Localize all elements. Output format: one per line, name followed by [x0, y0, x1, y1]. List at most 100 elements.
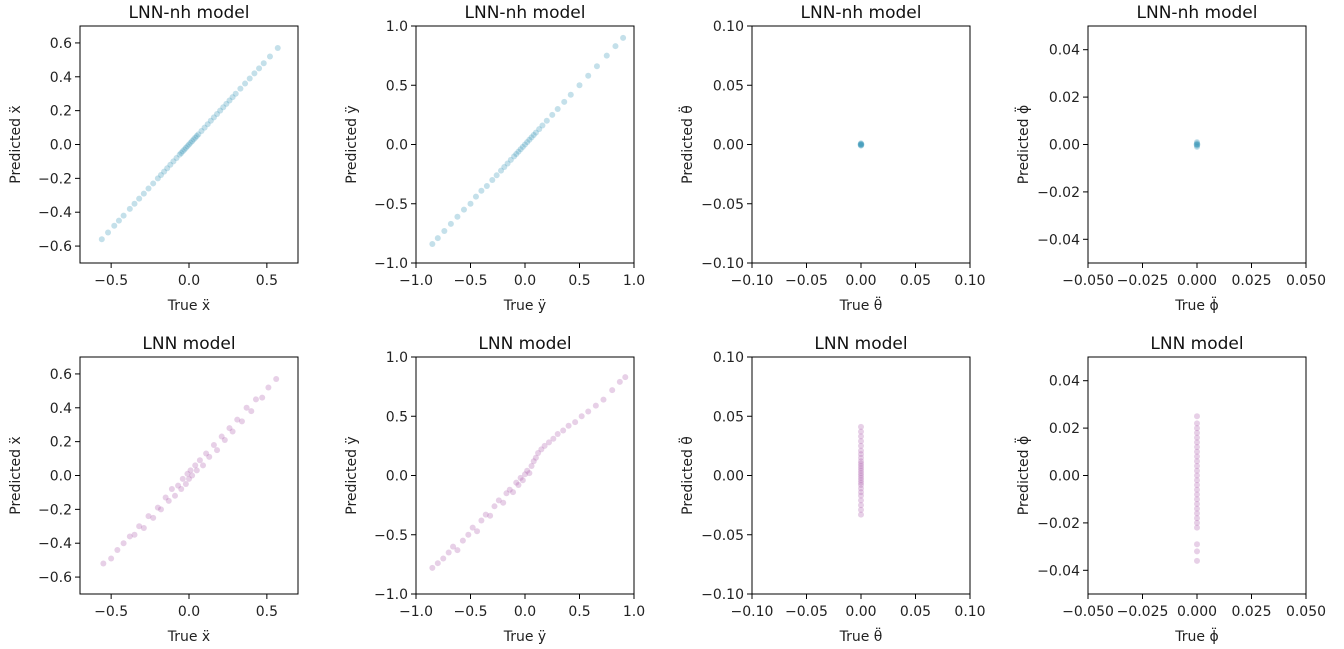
- data-point: [111, 222, 118, 229]
- data-point: [858, 485, 864, 492]
- data-point: [182, 144, 189, 151]
- data-point: [1194, 496, 1200, 503]
- data-point: [203, 450, 210, 457]
- data-point: [524, 467, 531, 474]
- data-point: [171, 492, 178, 499]
- x-tick-label: 0.0: [178, 273, 200, 289]
- y-tick-label: −0.02: [1037, 516, 1080, 532]
- data-point: [120, 540, 127, 547]
- data-point: [858, 465, 864, 472]
- data-point: [232, 90, 239, 97]
- y-tick-label: 0.02: [1049, 90, 1080, 106]
- data-point: [157, 506, 164, 513]
- data-point: [504, 160, 511, 167]
- y-tick-label: 0.4: [50, 401, 72, 417]
- data-point: [429, 564, 436, 571]
- data-point: [454, 213, 461, 220]
- x-tick-label: 0.5: [256, 273, 278, 289]
- data-point: [858, 140, 864, 147]
- data-point: [154, 504, 161, 511]
- data-point: [530, 458, 537, 465]
- data-point: [1194, 491, 1200, 498]
- y-tick-label: −1.0: [374, 587, 408, 603]
- data-point: [131, 200, 138, 207]
- x-axis-label: True ÿ: [503, 629, 546, 645]
- data-point: [858, 454, 864, 461]
- x-tick-label: −0.5: [94, 273, 128, 289]
- data-point: [1194, 143, 1200, 150]
- data-point: [503, 490, 510, 497]
- data-point: [465, 531, 472, 538]
- x-tick-label: −0.10: [731, 604, 774, 620]
- data-point: [237, 85, 244, 92]
- data-point: [507, 156, 514, 163]
- data-point: [221, 436, 228, 443]
- data-point: [576, 82, 583, 89]
- data-point: [1194, 515, 1200, 522]
- y-tick-label: 0.02: [1049, 421, 1080, 437]
- data-point: [168, 486, 175, 493]
- data-point: [460, 206, 467, 213]
- data-point: [858, 142, 864, 149]
- data-point: [858, 479, 864, 486]
- data-point: [858, 470, 864, 477]
- data-point: [440, 555, 447, 562]
- data-point: [560, 427, 567, 434]
- data-point: [578, 413, 585, 420]
- y-tick-label: 0.10: [713, 350, 744, 366]
- data-point: [857, 141, 864, 148]
- data-point: [243, 404, 250, 411]
- y-tick-label: 0.4: [50, 70, 72, 86]
- data-point: [1194, 139, 1200, 146]
- data-point: [474, 528, 481, 535]
- data-point: [858, 423, 864, 430]
- data-point: [1194, 467, 1200, 474]
- panel-title: LNN model: [1150, 334, 1243, 354]
- data-point: [162, 494, 169, 501]
- data-point: [600, 396, 607, 403]
- y-axis-label: Predicted ẍ: [8, 105, 24, 183]
- data-point: [858, 451, 864, 458]
- data-point: [173, 155, 180, 162]
- data-point: [858, 477, 864, 484]
- x-tick-label: 0.5: [568, 273, 590, 289]
- data-point: [434, 235, 441, 242]
- data-point: [184, 143, 191, 150]
- data-point: [535, 449, 542, 456]
- data-point: [220, 104, 227, 111]
- x-axis-label: True θ̈: [839, 626, 883, 645]
- y-tick-label: −0.05: [701, 197, 744, 213]
- data-point: [175, 482, 182, 489]
- data-point: [593, 63, 600, 70]
- data-point: [482, 511, 489, 518]
- data-point: [189, 472, 196, 479]
- data-point: [450, 543, 457, 550]
- x-tick-label: 0.000: [1177, 604, 1217, 620]
- data-point: [266, 53, 273, 60]
- data-point: [115, 217, 122, 224]
- data-point: [491, 503, 498, 510]
- data-point: [170, 158, 177, 165]
- y-tick-label: 1.0: [386, 19, 408, 35]
- x-tick-label: 0.05: [900, 273, 931, 289]
- data-point: [1194, 453, 1200, 460]
- data-point: [478, 517, 485, 524]
- data-point: [259, 394, 266, 401]
- x-tick-label: 0.5: [256, 604, 278, 620]
- x-tick-label: 0.025: [1231, 604, 1271, 620]
- panel-title: LNN model: [142, 334, 235, 354]
- y-tick-label: 0.2: [50, 104, 72, 120]
- data-point: [858, 428, 864, 435]
- data-point: [858, 497, 864, 504]
- y-tick-label: 0.00: [1049, 469, 1080, 485]
- y-tick-label: −0.6: [38, 239, 72, 255]
- x-axis-label: True ẍ: [167, 629, 210, 645]
- data-point: [472, 193, 479, 200]
- x-tick-label: 1.0: [623, 604, 645, 620]
- panel-title: LNN model: [814, 334, 907, 354]
- data-point: [1193, 141, 1200, 148]
- data-point: [234, 416, 241, 423]
- scatter-panel: −0.10 −0.05 0.00 0.05 0.10 −0.10 −0.05 0.00 0.05…: [677, 334, 985, 645]
- x-tick-label: 0.0: [178, 604, 200, 620]
- x-tick-label: 0.00: [845, 273, 876, 289]
